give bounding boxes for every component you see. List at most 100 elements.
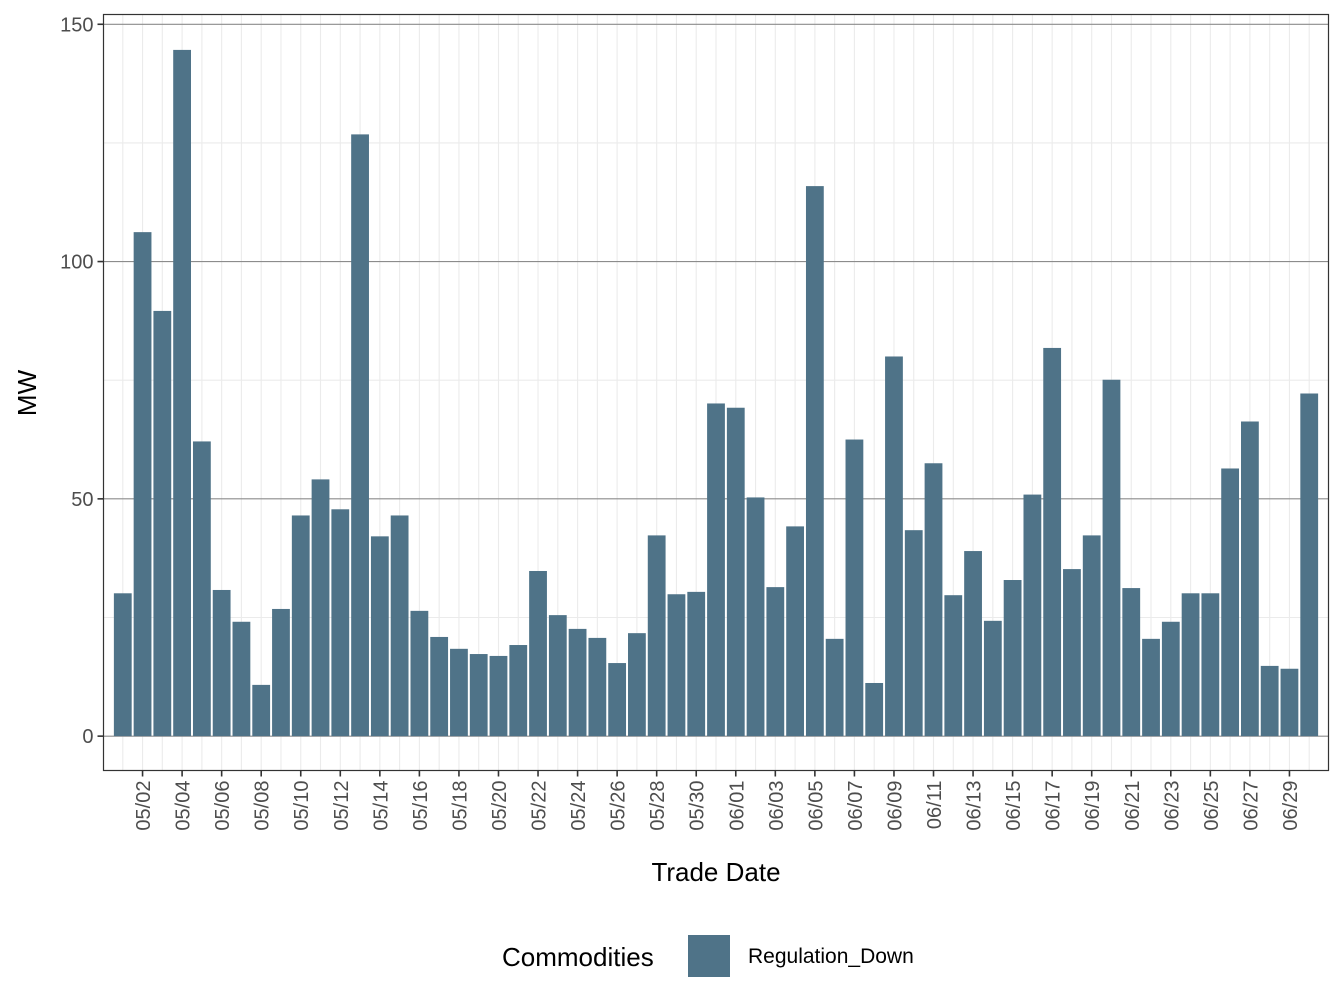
bar-05-07 — [232, 621, 251, 737]
x-tick-label: 05/22 — [529, 781, 551, 831]
bar-06-19 — [1082, 535, 1101, 737]
bar-05-05 — [192, 441, 211, 737]
x-tick-label: 05/18 — [449, 781, 471, 831]
bar-06-28 — [1260, 665, 1279, 737]
bar-05-09 — [272, 608, 290, 737]
bar-05-21 — [509, 645, 528, 737]
bar-06-09 — [885, 356, 903, 737]
bar-05-11 — [311, 479, 330, 737]
bar-06-02 — [746, 497, 765, 737]
bar-06-30 — [1300, 393, 1319, 737]
bar-05-22 — [529, 570, 547, 737]
bar-05-12 — [331, 509, 350, 737]
bar-06-21 — [1122, 588, 1141, 737]
bar-05-15 — [390, 515, 409, 737]
x-axis-title: Trade Date — [651, 857, 780, 887]
bar-05-13 — [351, 134, 369, 737]
legend: Commodities Regulation_Down — [502, 935, 914, 977]
bar-05-29 — [667, 594, 686, 737]
bar-06-10 — [904, 530, 923, 737]
bar-05-20 — [489, 655, 508, 737]
x-tick-label: 05/08 — [252, 781, 274, 831]
x-tick-label: 05/28 — [647, 781, 669, 831]
bar-05-26 — [608, 663, 627, 737]
bar-06-23 — [1161, 621, 1180, 737]
bar-05-31 — [707, 403, 725, 737]
x-tick-label: 05/02 — [133, 781, 155, 831]
x-tick-label: 05/16 — [410, 781, 432, 831]
x-tick-label: 06/23 — [1161, 781, 1183, 831]
bar-05-06 — [212, 589, 231, 737]
x-tick-label: 05/04 — [173, 781, 195, 831]
bar-05-30 — [687, 591, 706, 737]
legend-title: Commodities — [502, 942, 654, 972]
x-axis: 05/02 05/04 05/06 05/08 05/10 05/12 05/14 05/16… — [133, 770, 1302, 831]
bar-06-08 — [865, 682, 884, 737]
bar-06-11 — [924, 463, 943, 737]
bar-05-16 — [410, 610, 429, 737]
legend-label-regulation-down: Regulation_Down — [748, 945, 914, 968]
bar-05-24 — [568, 628, 587, 737]
x-tick-label: 06/05 — [805, 781, 827, 831]
bar-06-17 — [1043, 347, 1062, 737]
x-tick-label: 06/09 — [884, 781, 906, 831]
bar-06-03 — [766, 587, 785, 737]
bar-06-01 — [726, 407, 745, 737]
y-tick-label: 0 — [82, 726, 93, 748]
bar-06-12 — [944, 595, 963, 737]
bar-06-24 — [1181, 593, 1200, 737]
x-tick-label: 06/29 — [1280, 781, 1302, 831]
y-tick-label: 150 — [60, 14, 93, 36]
x-tick-label: 06/01 — [726, 781, 748, 831]
x-tick-label: 05/24 — [568, 781, 590, 831]
y-axis: 0 50 100 150 — [60, 14, 104, 748]
bar-06-16 — [1023, 494, 1042, 737]
y-tick-label: 50 — [71, 489, 93, 511]
bar-06-06 — [825, 638, 844, 737]
x-tick-label: 06/11 — [924, 781, 946, 830]
bar-06-20 — [1102, 379, 1121, 737]
x-tick-label: 06/03 — [766, 781, 788, 831]
bar-05-02 — [133, 232, 152, 737]
x-tick-label: 05/10 — [291, 781, 313, 831]
y-tick-label: 100 — [60, 252, 93, 274]
y-axis-title: MW — [12, 369, 42, 416]
bar-05-18 — [450, 648, 468, 737]
bar-06-04 — [786, 526, 804, 737]
x-tick-label: 06/25 — [1201, 781, 1223, 831]
bar-05-01 — [113, 593, 132, 737]
bar-05-25 — [588, 637, 607, 737]
legend-swatch-regulation-down — [688, 935, 730, 977]
x-tick-label: 06/19 — [1082, 781, 1104, 831]
bar-05-10 — [291, 515, 310, 737]
bar-06-22 — [1142, 638, 1160, 737]
x-tick-label: 06/13 — [964, 781, 986, 831]
bar-05-08 — [252, 684, 271, 737]
bar-06-13 — [964, 551, 982, 737]
bar-06-26 — [1221, 468, 1240, 737]
bar-06-07 — [845, 439, 864, 737]
bar-06-15 — [1003, 580, 1022, 737]
x-tick-label: 05/12 — [331, 781, 353, 831]
bar-05-14 — [370, 536, 389, 737]
x-tick-label: 05/20 — [489, 781, 511, 831]
bar-06-25 — [1201, 593, 1220, 737]
bar-06-29 — [1280, 668, 1299, 737]
bar-05-28 — [647, 535, 666, 737]
x-tick-label: 06/27 — [1240, 781, 1262, 831]
x-tick-label: 05/14 — [370, 781, 392, 831]
bar-05-04 — [173, 49, 191, 737]
x-tick-label: 06/15 — [1003, 781, 1025, 831]
bar-06-27 — [1241, 421, 1259, 737]
bar-05-27 — [628, 633, 646, 737]
bar-05-19 — [469, 654, 488, 737]
x-tick-label: 05/06 — [212, 781, 234, 831]
x-tick-label: 05/30 — [687, 781, 709, 831]
x-tick-label: 06/07 — [845, 781, 867, 831]
x-tick-label: 06/17 — [1043, 781, 1065, 831]
bar-06-14 — [983, 620, 1002, 737]
bars — [113, 49, 1319, 737]
x-tick-label: 05/26 — [608, 781, 630, 831]
x-tick-label: 06/21 — [1122, 781, 1144, 831]
